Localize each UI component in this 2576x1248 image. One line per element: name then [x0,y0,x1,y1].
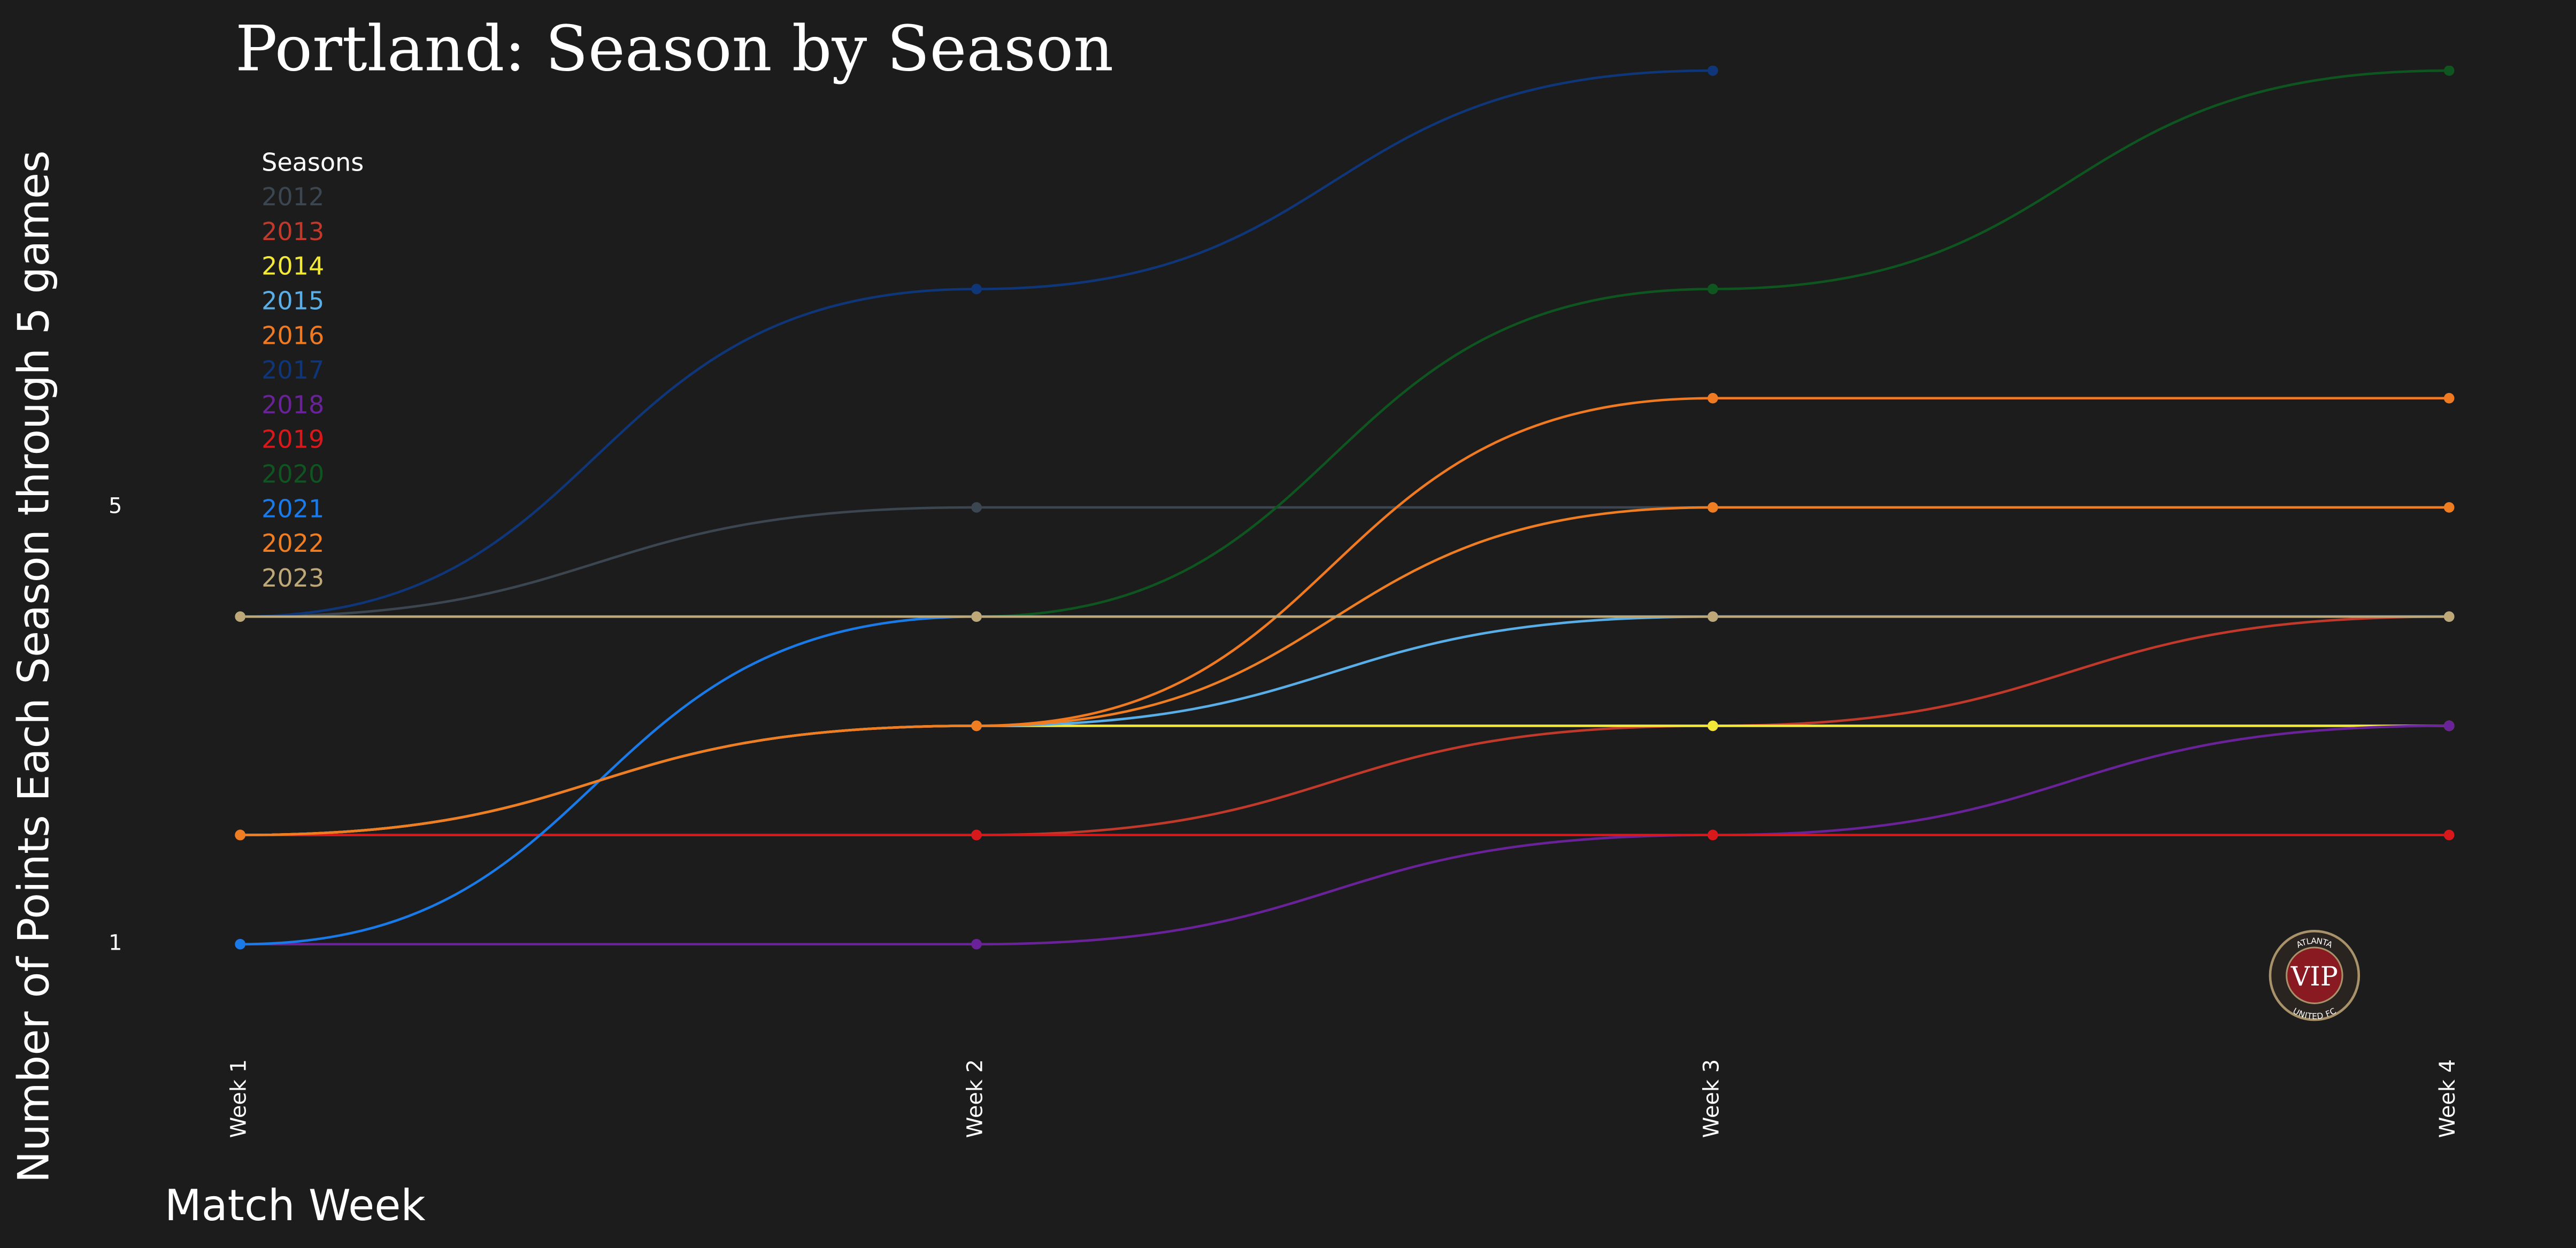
legend-entry: 2021 [262,494,324,523]
logo-core [2286,946,2343,1004]
data-point [2443,65,2455,76]
legend-title: Seasons [262,148,364,177]
data-point [1708,502,1718,513]
legend-entry: 2015 [262,286,324,315]
data-point [1708,283,1718,295]
logo: VIP ATLANTA UNITED FC [2269,929,2360,1021]
data-point [2443,720,2455,731]
data-point [971,283,982,295]
plot-area [235,65,2455,950]
data-point [1708,611,1718,622]
x-tick-label: Week 3 [1699,1059,1724,1138]
legend-entry: 2018 [262,390,324,419]
data-point [235,829,245,841]
y-axis-label: Number of Points Each Season through 5 g… [9,150,58,1183]
logo-text: VIP [2290,961,2338,992]
legend-entry: 2020 [262,459,324,488]
data-point [1708,392,1718,404]
x-tick-label: Week 1 [227,1059,251,1138]
legend-entry: 2014 [262,252,324,281]
data-point [2443,829,2455,841]
data-point [971,611,982,622]
data-point [971,502,982,513]
legend-entry: 2016 [262,321,324,350]
legend-entry: 2019 [262,425,324,454]
y-tick-label: 1 [109,930,122,955]
legend-entry: 2023 [262,564,324,592]
data-point [235,939,245,950]
legend-entry: 2013 [262,217,324,246]
data-point [1708,720,1718,731]
data-point [971,939,982,950]
data-point [2443,611,2455,622]
chart-title: Portland: Season by Season [235,12,1113,85]
data-point [971,829,982,841]
legend-entry: 2017 [262,356,324,384]
data-point [2443,392,2455,404]
y-tick-label: 5 [109,494,122,518]
x-tick-label: Week 2 [963,1059,988,1138]
data-point [2443,502,2455,513]
data-point [235,611,245,622]
series-line [240,506,2449,836]
legend-entry: 2012 [262,182,324,211]
data-point [971,720,982,731]
data-point [1708,65,1718,76]
series-line [240,725,2449,946]
data-point [1708,829,1718,841]
x-tick-label: Week 4 [2435,1059,2460,1138]
legend-entry: 2022 [262,529,324,558]
x-axis-label: Match Week [165,1181,426,1230]
